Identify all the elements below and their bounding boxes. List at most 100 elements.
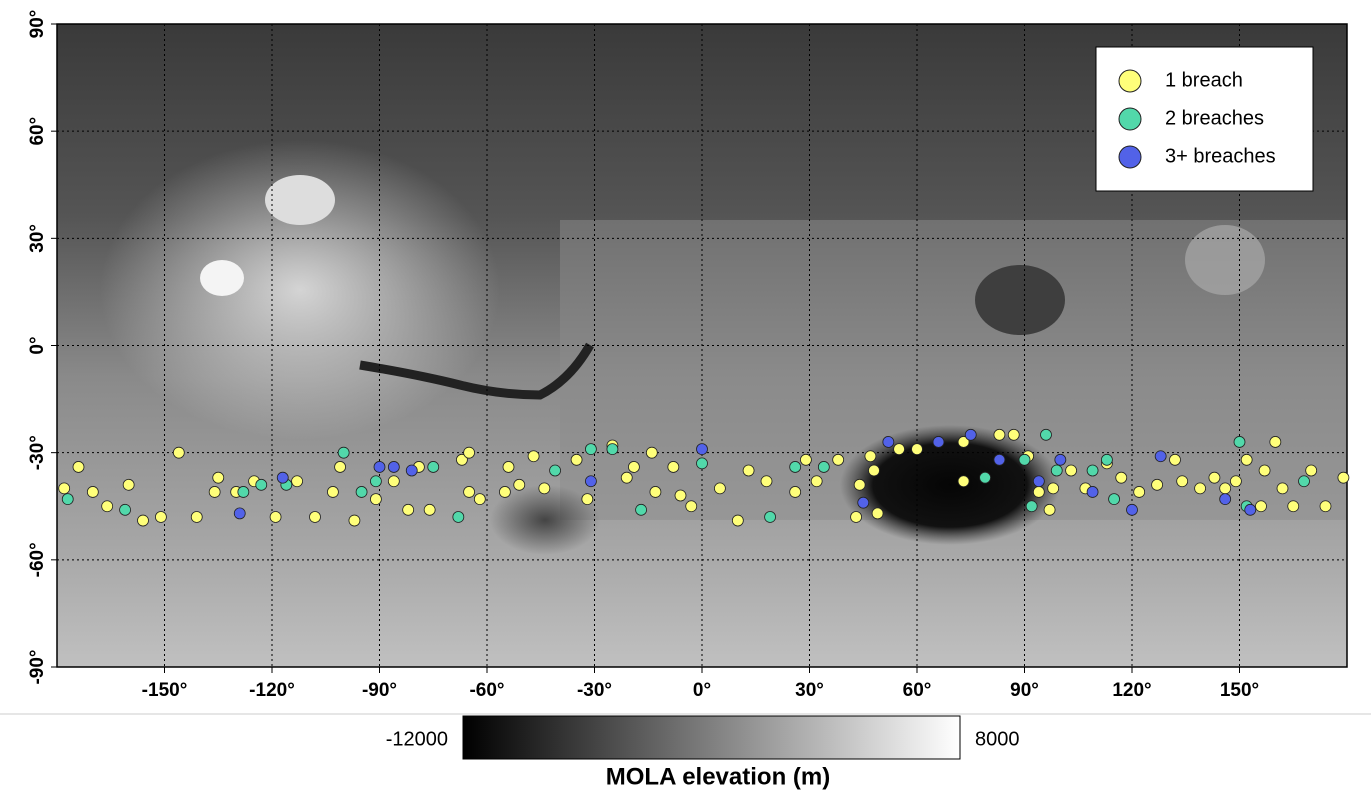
crater-point [650, 486, 661, 497]
x-tick-label: 150° [1220, 680, 1259, 701]
crater-point [1155, 451, 1166, 462]
chart: 1 breach2 breaches3+ breaches -12000 800… [0, 0, 1371, 795]
crater-point [1241, 454, 1252, 465]
crater-point [403, 504, 414, 515]
x-tick-label: -150° [142, 680, 188, 701]
crater-point [155, 511, 166, 522]
crater-point [374, 461, 385, 472]
crater-point [1051, 465, 1062, 476]
crater-point [1116, 472, 1127, 483]
crater-point [1026, 501, 1037, 512]
crater-point [965, 429, 976, 440]
crater-point [854, 479, 865, 490]
crater-point [1087, 486, 1098, 497]
crater-point [621, 472, 632, 483]
crater-point [1338, 472, 1349, 483]
crater-point [428, 461, 439, 472]
crater-point [1277, 483, 1288, 494]
crater-point [256, 479, 267, 490]
legend-marker [1119, 70, 1141, 92]
crater-point [1230, 476, 1241, 487]
crater-point [1299, 476, 1310, 487]
crater-point [1256, 501, 1267, 512]
x-tick-label: -60° [469, 680, 504, 701]
crater-point [238, 486, 249, 497]
crater-point [1320, 501, 1331, 512]
crater-point [571, 454, 582, 465]
crater-point [1033, 486, 1044, 497]
crater-point [1170, 454, 1181, 465]
crater-point [388, 476, 399, 487]
crater-point [1134, 486, 1145, 497]
crater-point [865, 451, 876, 462]
crater-point [528, 451, 539, 462]
colorbar [463, 716, 960, 759]
crater-point [102, 501, 113, 512]
crater-point [872, 508, 883, 519]
legend: 1 breach2 breaches3+ breaches [1096, 47, 1313, 191]
crater-point [370, 476, 381, 487]
crater-point [327, 486, 338, 497]
x-tick-label: 0° [693, 680, 711, 701]
crater-point [1041, 429, 1052, 440]
crater-point [894, 444, 905, 455]
crater-point [138, 515, 149, 526]
crater-point [585, 444, 596, 455]
x-tick-label: -120° [249, 680, 295, 701]
crater-point [209, 486, 220, 497]
crater-point [675, 490, 686, 501]
colorbar-max: 8000 [975, 728, 1020, 750]
crater-point [628, 461, 639, 472]
crater-point [732, 515, 743, 526]
crater-point [73, 461, 84, 472]
colorbar-label: MOLA elevation (m) [606, 763, 830, 790]
crater-point [213, 472, 224, 483]
crater-point [1220, 483, 1231, 494]
crater-point [310, 511, 321, 522]
crater-point [980, 472, 991, 483]
y-tick-label: 0° [27, 336, 48, 354]
crater-point [1259, 465, 1270, 476]
crater-point [1044, 504, 1055, 515]
crater-point [883, 436, 894, 447]
crater-point [370, 494, 381, 505]
crater-point [1101, 454, 1112, 465]
crater-point [270, 511, 281, 522]
crater-point [123, 479, 134, 490]
crater-point [858, 497, 869, 508]
crater-point [818, 461, 829, 472]
crater-point [277, 472, 288, 483]
crater-point [851, 511, 862, 522]
crater-point [1055, 454, 1066, 465]
crater-point [1270, 436, 1281, 447]
crater-point [338, 447, 349, 458]
crater-point [1209, 472, 1220, 483]
crater-point [503, 461, 514, 472]
crater-point [356, 486, 367, 497]
crater-point [743, 465, 754, 476]
crater-point [1019, 454, 1030, 465]
y-tick-label: 90° [27, 10, 48, 39]
crater-point [1195, 483, 1206, 494]
crater-point [607, 444, 618, 455]
crater-point [550, 465, 561, 476]
y-tick-label: -90° [27, 649, 48, 684]
crater-point [1234, 436, 1245, 447]
y-tick-label: 60° [27, 117, 48, 146]
crater-point [994, 429, 1005, 440]
x-tick-label: -90° [362, 680, 397, 701]
crater-point [646, 447, 657, 458]
crater-point [1306, 465, 1317, 476]
crater-point [406, 465, 417, 476]
crater-point [994, 454, 1005, 465]
legend-marker [1119, 146, 1141, 168]
crater-point [464, 447, 475, 458]
y-tick-label: 30° [27, 224, 48, 253]
legend-label: 1 breach [1165, 69, 1243, 91]
crater-point [697, 458, 708, 469]
crater-point [1177, 476, 1188, 487]
crater-point [790, 461, 801, 472]
crater-point [1066, 465, 1077, 476]
crater-point [59, 483, 70, 494]
x-tick-label: 90° [1010, 680, 1039, 701]
